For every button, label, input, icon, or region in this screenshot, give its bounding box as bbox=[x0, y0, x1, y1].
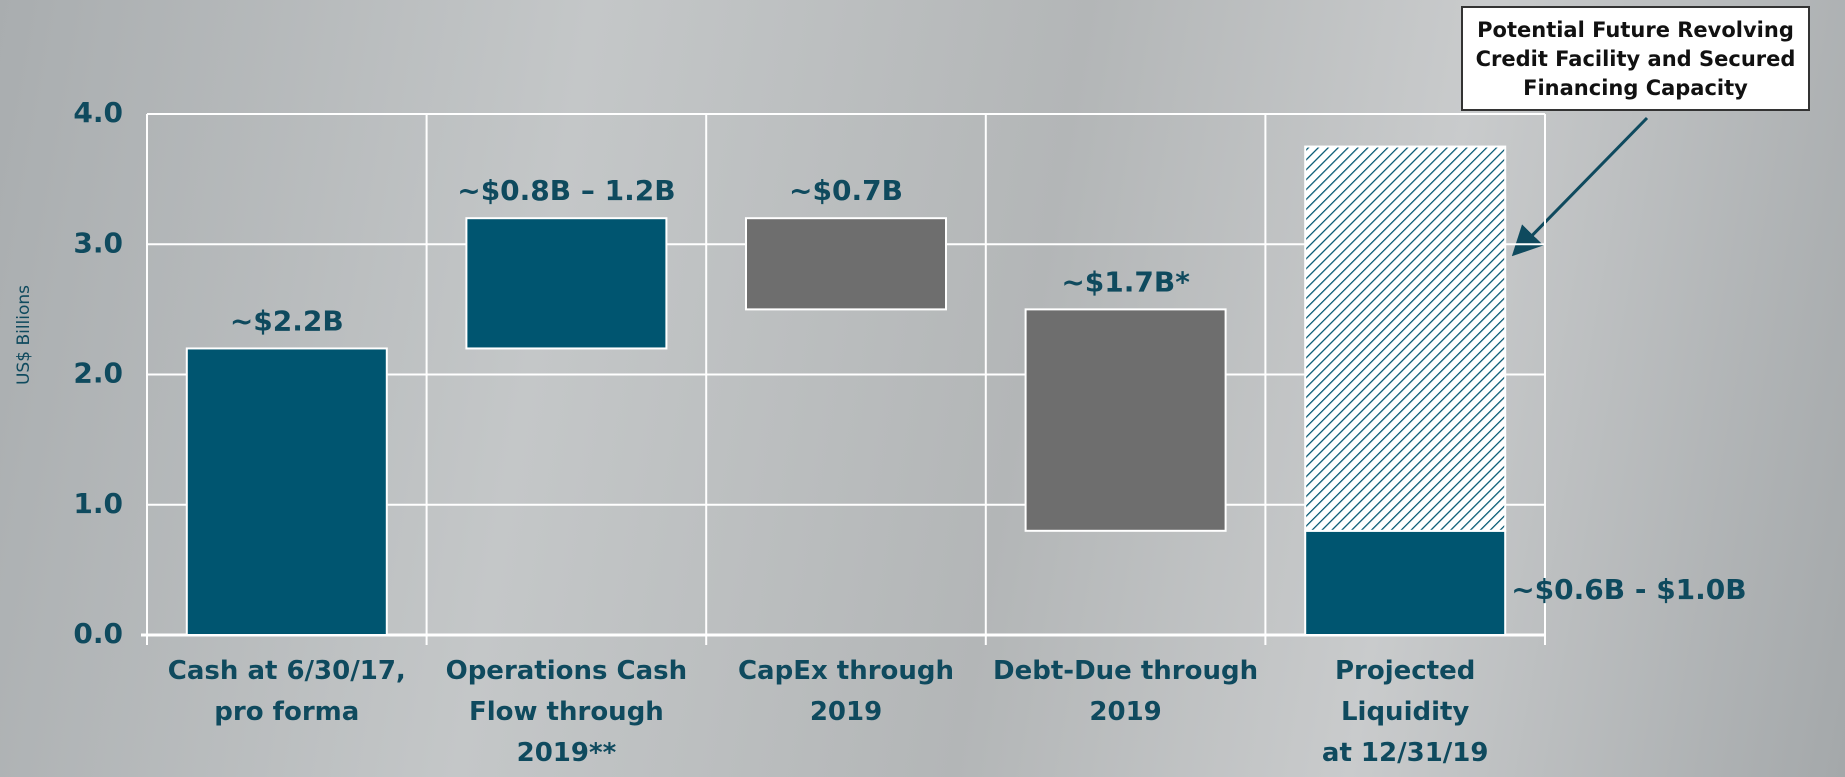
x-tick-label: CapEx through 2019 bbox=[737, 656, 955, 727]
value-label: ~$0.7B bbox=[789, 174, 903, 207]
x-tick-label: Operations Cash Flow through 2019** bbox=[445, 656, 688, 768]
annotation: Potential Future Revolving Credit Facili… bbox=[1461, 6, 1810, 111]
x-tick-label: Cash at 6/30/17, pro forma bbox=[167, 656, 406, 727]
value-label: ~$0.6B - $1.0B bbox=[1511, 573, 1746, 606]
y-tick-label: 4.0 bbox=[73, 96, 123, 129]
bar bbox=[745, 217, 947, 311]
y-tick-label: 0.0 bbox=[73, 617, 123, 650]
value-label: ~$0.8B – 1.2B bbox=[457, 174, 675, 207]
capacity-bar bbox=[1304, 145, 1507, 532]
y-tick-label: 2.0 bbox=[73, 357, 123, 390]
bar bbox=[1024, 308, 1227, 532]
annotation-arrow bbox=[1511, 116, 1649, 257]
value-label: ~$1.7B* bbox=[1061, 265, 1190, 298]
bar bbox=[465, 217, 668, 350]
y-tick-label: 1.0 bbox=[73, 487, 123, 520]
y-axis-label: US$ Billions bbox=[14, 285, 34, 385]
bar bbox=[185, 347, 388, 636]
y-tick-label: 3.0 bbox=[73, 226, 123, 259]
bar bbox=[1304, 529, 1507, 636]
x-tick-label: Debt-Due through 2019 bbox=[993, 656, 1259, 727]
x-tick-label: Projected Liquidity at 12/31/19 bbox=[1321, 656, 1489, 768]
value-label: ~$2.2B bbox=[230, 304, 344, 337]
